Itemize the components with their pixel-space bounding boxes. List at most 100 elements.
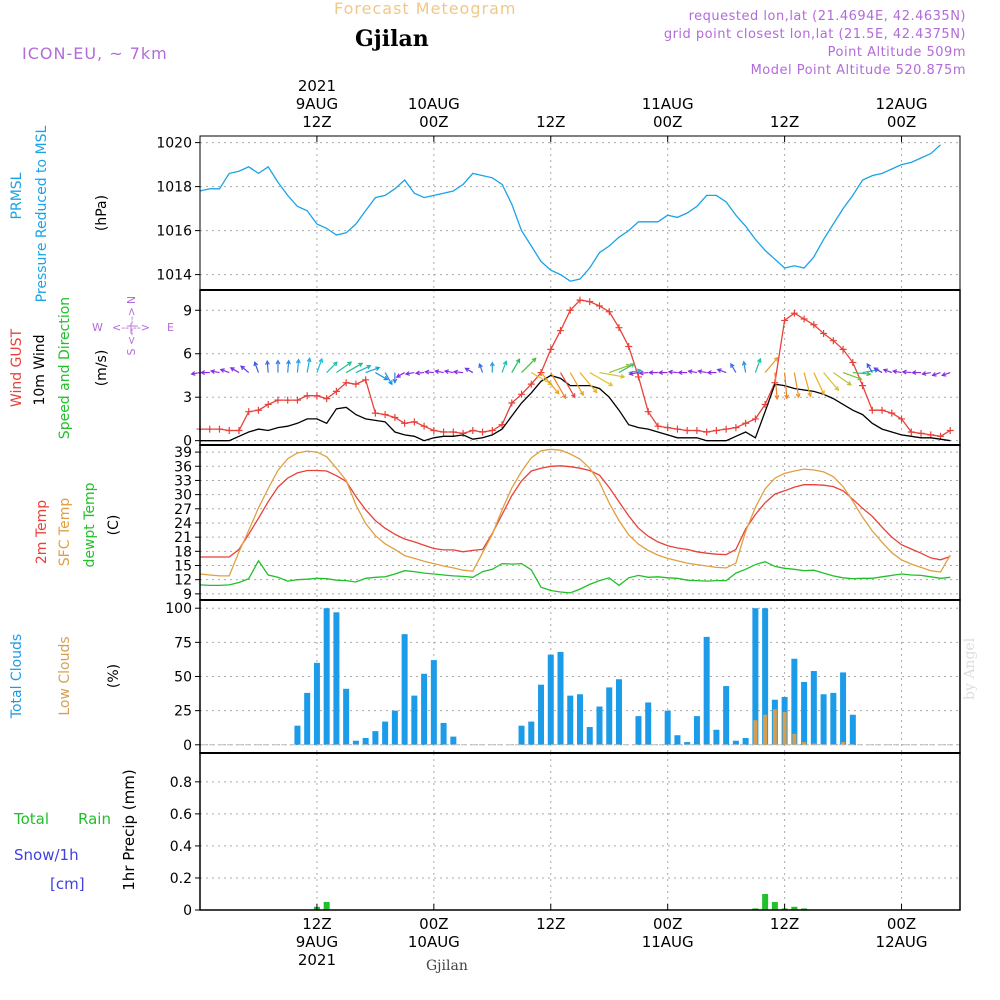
wind-arrow <box>464 367 474 374</box>
gridpoint-coords: grid point closest lon,lat (21.5E, 42.43… <box>663 27 966 42</box>
model-altitude: Model Point Altitude 520.875m <box>750 63 966 78</box>
pressure-label-long: Pressure Reduced to MSL <box>34 125 50 302</box>
temp-label: 2m Temp <box>34 500 50 564</box>
gust-point <box>722 425 730 433</box>
wind-arrow-head <box>433 369 440 375</box>
gust-point <box>225 427 233 435</box>
model-label: ICON-EU, ~ 7km <box>22 44 168 63</box>
bottom-date-label: 10AUG <box>408 933 460 951</box>
footer-location: Gjilan <box>426 958 468 974</box>
wind-arrow <box>599 371 626 379</box>
wind-arrow-head <box>332 361 338 367</box>
wind-arrow-head <box>873 367 879 372</box>
wind-arrow-head <box>630 363 636 368</box>
gust-point <box>488 427 496 435</box>
gust-point <box>732 424 740 432</box>
wind-arrow <box>219 368 230 374</box>
wind-arrow-shaft <box>717 368 727 374</box>
wind-arrow-head <box>608 381 614 387</box>
bar-clouds <box>362 737 369 745</box>
wind-arrow-shaft <box>521 358 537 373</box>
wind-arrow-shaft <box>345 362 363 374</box>
bar-clouds <box>713 729 720 745</box>
bottom-date-label: 12AUG <box>876 933 928 951</box>
wind-arrow-head <box>414 370 421 376</box>
bar-clouds <box>557 651 564 745</box>
wind-arrow-shaft <box>688 370 698 374</box>
wind-arrow-head <box>366 364 372 370</box>
wind-arrow-shaft <box>435 370 444 374</box>
gust-point <box>576 296 584 304</box>
wind-arrow-head <box>561 394 567 400</box>
gust-point <box>508 399 516 407</box>
ytick-label: 25 <box>174 704 192 720</box>
gust-point <box>362 376 370 384</box>
wind-arrow-shaft <box>784 372 788 399</box>
wind-arrow-head <box>489 361 495 367</box>
wind-arrow-shaft <box>287 360 290 373</box>
bar-clouds <box>782 712 787 745</box>
bar-clouds <box>304 692 311 745</box>
wind-arrow <box>569 372 584 397</box>
wind-arrow-shaft <box>668 371 678 374</box>
wind-arrow <box>648 370 658 376</box>
wind-arrow-head <box>677 370 683 376</box>
wind-arrow-shaft <box>579 372 598 393</box>
wind-arrow <box>901 369 912 375</box>
wind-arrow-head <box>383 375 389 381</box>
snow-label: Snow/1h <box>14 846 79 864</box>
wind-arrow-shaft <box>618 363 635 374</box>
top-date-label: 12AUG <box>876 95 928 113</box>
gust-point <box>566 306 574 314</box>
wind-arrow-shaft <box>355 365 371 374</box>
wind-arrow-head <box>730 362 735 368</box>
bar-clouds <box>849 714 856 745</box>
gust-point <box>751 415 759 423</box>
wind-arrow-head <box>571 393 576 399</box>
ytick-label: 100 <box>165 601 192 617</box>
wind-arrow-shaft <box>793 372 800 398</box>
chart-title: Forecast Meteogram <box>334 0 517 18</box>
wind-arrow <box>911 370 922 376</box>
wind-arrow-head <box>502 360 508 366</box>
wind-arrow-shaft <box>316 358 323 373</box>
gust-point <box>898 415 906 423</box>
wind-arrow-head <box>375 366 381 372</box>
wind-arrow-shaft <box>639 371 649 374</box>
bar-precipitation <box>801 908 808 910</box>
bar-clouds <box>411 695 418 745</box>
wind-arrow <box>433 369 444 375</box>
wind-arrow-shaft <box>465 367 474 374</box>
gust-point <box>254 406 262 414</box>
wind-arrow-head <box>209 369 216 375</box>
top-time-label: 12Z <box>536 113 565 131</box>
gust-point <box>313 392 321 400</box>
ytick-label: 1018 <box>156 180 192 196</box>
gust-point <box>625 342 633 350</box>
wind-arrow-head <box>706 370 712 376</box>
bottom-date-label: 11AUG <box>642 933 694 951</box>
wind-arrow-head <box>931 372 937 377</box>
ytick-label: 0.2 <box>170 871 192 887</box>
gust-point <box>849 358 857 366</box>
ytick-label: 3 <box>183 390 192 406</box>
gust-point <box>323 395 331 403</box>
gust-point <box>868 406 876 414</box>
gust-point <box>420 422 428 430</box>
wind-arrow-shaft <box>230 367 240 374</box>
gust-point <box>371 409 379 417</box>
ytick-label: 0 <box>183 738 192 754</box>
gust-point <box>712 427 720 435</box>
bottom-date-label: 9AUG <box>296 933 338 951</box>
gust-point <box>284 396 292 404</box>
bar-clouds <box>547 654 554 745</box>
gust-point <box>264 400 272 408</box>
point-altitude: Point Altitude 509m <box>827 45 966 60</box>
wind-arrow-head <box>866 362 872 368</box>
pressure-label: PRMSL <box>9 172 25 219</box>
bar-clouds <box>538 684 545 745</box>
wind-arrow-shaft <box>902 371 912 374</box>
wind-arrow <box>628 368 643 374</box>
wind-arrow-shaft <box>478 363 484 373</box>
wind-arrow-shaft <box>852 371 871 375</box>
